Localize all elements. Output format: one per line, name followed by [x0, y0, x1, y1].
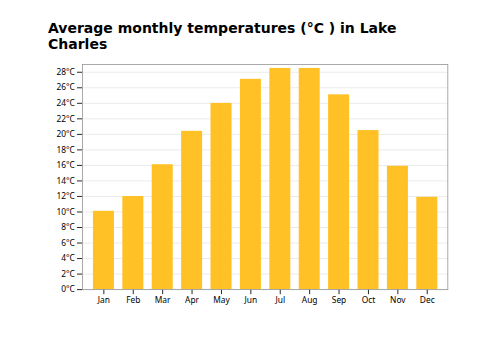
svg-text:Jun: Jun [244, 294, 258, 305]
svg-text:Nov: Nov [390, 294, 406, 305]
svg-text:0°C: 0°C [61, 283, 75, 294]
svg-text:8°C: 8°C [61, 221, 75, 232]
svg-text:14°C: 14°C [56, 175, 75, 186]
svg-text:6°C: 6°C [61, 237, 75, 248]
svg-text:Feb: Feb [126, 294, 140, 305]
svg-text:Oct: Oct [362, 294, 376, 305]
svg-text:May: May [213, 294, 230, 305]
svg-text:Jan: Jan [97, 294, 110, 305]
svg-text:22°C: 22°C [56, 113, 75, 124]
svg-text:24°C: 24°C [56, 97, 75, 108]
svg-text:16°C: 16°C [56, 159, 75, 170]
svg-text:28°C: 28°C [56, 66, 75, 77]
svg-text:20°C: 20°C [56, 128, 75, 139]
svg-text:26°C: 26°C [56, 81, 75, 92]
svg-text:Apr: Apr [185, 294, 200, 305]
html-text:Average monthly temperatures (: Average monthly temperatures (°C ) in La… [48, 20, 397, 52]
svg-text:Jul: Jul [274, 294, 285, 305]
svg-text:Dec: Dec [420, 294, 435, 305]
svg-text:Aug: Aug [302, 294, 318, 305]
svg-text:Mar: Mar [155, 294, 171, 305]
svg-text:4°C: 4°C [61, 252, 75, 263]
svg-text:Sep: Sep [332, 294, 346, 305]
svg-text:12°C: 12°C [56, 190, 75, 201]
svg-text:18°C: 18°C [56, 144, 75, 155]
svg-text:10°C: 10°C [56, 206, 75, 217]
svg-text:2°C: 2°C [61, 268, 75, 279]
